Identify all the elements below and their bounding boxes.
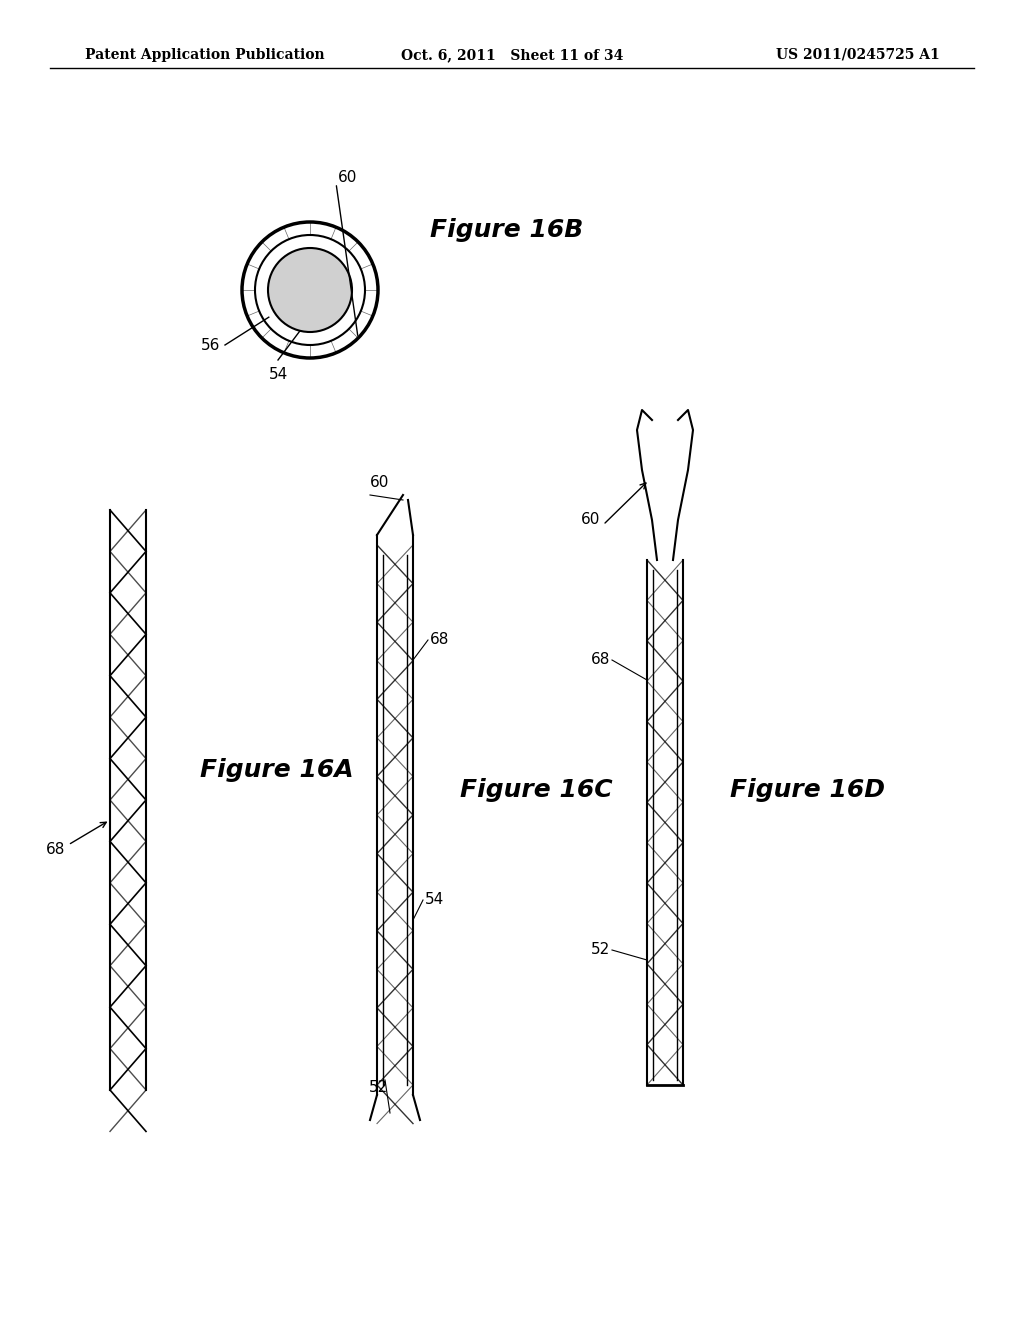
- Text: Figure 16C: Figure 16C: [460, 777, 612, 803]
- Text: Figure 16D: Figure 16D: [730, 777, 885, 803]
- Text: 68: 68: [591, 652, 610, 668]
- Text: 54: 54: [425, 892, 444, 908]
- Text: 56: 56: [201, 338, 220, 352]
- Text: 60: 60: [338, 170, 357, 186]
- Text: 68: 68: [430, 632, 450, 648]
- Text: Oct. 6, 2011   Sheet 11 of 34: Oct. 6, 2011 Sheet 11 of 34: [400, 48, 624, 62]
- Text: 60: 60: [370, 475, 389, 490]
- Text: Figure 16B: Figure 16B: [430, 218, 584, 242]
- Circle shape: [268, 248, 352, 333]
- Text: 52: 52: [369, 1080, 388, 1096]
- Text: US 2011/0245725 A1: US 2011/0245725 A1: [776, 48, 940, 62]
- Text: 60: 60: [581, 512, 600, 528]
- Text: 54: 54: [268, 367, 288, 381]
- Text: 68: 68: [46, 842, 65, 858]
- Text: Figure 16A: Figure 16A: [200, 758, 353, 781]
- Text: 52: 52: [591, 942, 610, 957]
- Text: Patent Application Publication: Patent Application Publication: [85, 48, 325, 62]
